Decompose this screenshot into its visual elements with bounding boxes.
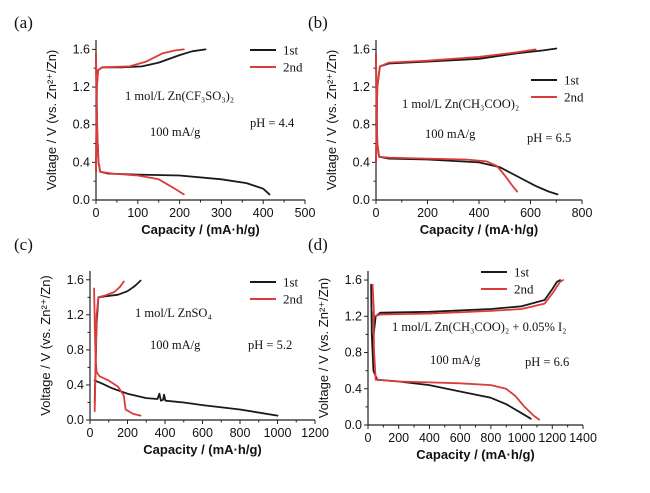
y-tick-label: 1.6 — [67, 273, 84, 287]
panel-3: (c) 0 200 400 600 800 1000 1200 0.0 0.4 0.8 1.2 1.6 C… — [14, 235, 329, 457]
legend-label: 1st — [564, 73, 580, 88]
series-1st-discharge-line — [93, 379, 279, 417]
y-tick-label: 1.2 — [67, 308, 84, 322]
series-2nd-discharge-line — [375, 53, 518, 193]
legend-label: 2nd — [514, 282, 534, 297]
y-tick-label: 0.4 — [345, 382, 362, 396]
x-tick-label: 0 — [87, 426, 94, 440]
legend-label: 2nd — [283, 292, 303, 307]
y-tick-label: 0.8 — [353, 118, 370, 132]
y-tick-label: 0.0 — [353, 193, 370, 207]
x-axis-label: Capacity / (mA·h/g) — [141, 222, 259, 237]
series-2nd-discharge-line — [372, 310, 541, 421]
x-tick-label: 1000 — [508, 431, 536, 445]
annotation: pH = 5.2 — [248, 338, 292, 352]
annotation: pH = 6.6 — [525, 355, 569, 369]
y-tick-label: 1.2 — [353, 80, 370, 94]
annotation: pH = 6.5 — [527, 131, 571, 145]
series-2nd-discharge-line — [93, 287, 142, 417]
x-tick-label: 200 — [117, 426, 138, 440]
y-tick-label: 0.0 — [73, 193, 90, 207]
y-axis-label: Voltage / V (vs. Zn²⁺/Zn) — [44, 50, 59, 191]
series-1st-discharge-line — [375, 53, 559, 196]
legend-label: 1st — [514, 265, 530, 280]
annotation: 1 mol/L Zn(CF₃SO₃)₂ — [125, 89, 234, 103]
x-axis-label: Capacity / (mA·h/g) — [416, 447, 534, 462]
y-axis-label: Voltage / V (vs. Zn²⁺/Zn) — [38, 275, 53, 416]
annotation: 1 mol/L Zn(CH₃COO)₂ — [402, 97, 519, 111]
panel-2: (b) 0 200 400 600 800 0.0 0.4 0.8 1.2 1.6 Capacity … — [308, 13, 592, 237]
x-tick-label: 1200 — [538, 431, 566, 445]
x-tick-label: 0 — [93, 206, 100, 220]
panel-1: (a) 0 100 200 300 400 500 0.0 0.4 0.8 1.2 1.6 Capaci… — [14, 13, 315, 237]
series-2nd-discharge-line — [95, 53, 185, 196]
x-tick-label: 0 — [365, 431, 372, 445]
y-tick-label: 0.8 — [345, 346, 362, 360]
x-tick-label: 1200 — [301, 426, 329, 440]
x-tick-label: 300 — [211, 206, 232, 220]
annotation: 1 mol/L ZnSO₄ — [135, 306, 212, 320]
x-tick-label: 200 — [388, 431, 409, 445]
x-tick-label: 800 — [572, 206, 593, 220]
y-tick-label: 0.4 — [73, 155, 90, 169]
series-2nd-charge-line — [375, 48, 537, 164]
legend-label: 2nd — [564, 90, 584, 105]
x-tick-label: 1000 — [264, 426, 292, 440]
x-tick-label: 1400 — [569, 431, 597, 445]
panel-label: (d) — [308, 235, 328, 254]
x-tick-label: 400 — [419, 431, 440, 445]
x-tick-label: 400 — [253, 206, 274, 220]
axes — [367, 271, 583, 426]
legend-label: 1st — [283, 275, 299, 290]
x-tick-label: 800 — [480, 431, 501, 445]
y-tick-label: 0.8 — [67, 343, 84, 357]
x-tick-label: 800 — [230, 426, 251, 440]
y-tick-label: 1.6 — [345, 273, 362, 287]
panel-label: (a) — [14, 13, 33, 32]
panel-label: (c) — [14, 235, 33, 254]
annotation: 100 mA/g — [425, 127, 476, 141]
y-axis-label: Voltage / V (vs. Zn²⁺/Zn) — [324, 50, 339, 191]
x-tick-label: 100 — [127, 206, 148, 220]
x-tick-label: 0 — [373, 206, 380, 220]
x-tick-label: 200 — [169, 206, 190, 220]
x-tick-label: 400 — [155, 426, 176, 440]
y-tick-label: 0.4 — [353, 155, 370, 169]
annotation: 100 mA/g — [150, 338, 201, 352]
y-tick-label: 1.2 — [73, 80, 90, 94]
series-2nd-charge-line — [371, 279, 564, 318]
y-tick-label: 0.0 — [345, 418, 362, 432]
x-axis-label: Capacity / (mA·h/g) — [143, 442, 261, 457]
y-tick-label: 0.0 — [67, 413, 84, 427]
x-tick-label: 600 — [192, 426, 213, 440]
panel-4: (d) 0 200 400 600 800 1000 1200 1400 0.0 0.4 0.8 1.2… — [308, 235, 597, 462]
y-axis-label: Voltage / V (vs. Zn²⁺/Zn) — [316, 278, 331, 419]
annotation: 100 mA/g — [150, 125, 201, 139]
series-2nd-charge-line — [95, 48, 185, 173]
series-1st-discharge-line — [370, 283, 532, 420]
panel-label: (b) — [308, 13, 328, 32]
series-2nd-charge-line — [93, 280, 125, 413]
y-tick-label: 0.4 — [67, 378, 84, 392]
y-tick-label: 1.6 — [73, 42, 90, 56]
annotation: 100 mA/g — [430, 353, 481, 367]
y-tick-label: 1.6 — [353, 42, 370, 56]
annotation: pH = 4.4 — [250, 116, 295, 130]
x-axis-label: Capacity / (mA·h/g) — [420, 222, 538, 237]
y-tick-label: 1.2 — [345, 309, 362, 323]
legend-label: 2nd — [283, 60, 303, 75]
x-tick-label: 600 — [450, 431, 471, 445]
x-tick-label: 400 — [469, 206, 490, 220]
y-tick-label: 0.8 — [73, 118, 90, 132]
legend-label: 1st — [283, 43, 299, 58]
annotation: 1 mol/L Zn(CH₃COO)₂ + 0.05% I₂ — [392, 320, 567, 334]
axes — [375, 40, 582, 201]
x-tick-label: 200 — [417, 206, 438, 220]
x-tick-label: 500 — [295, 206, 316, 220]
x-tick-label: 600 — [520, 206, 541, 220]
